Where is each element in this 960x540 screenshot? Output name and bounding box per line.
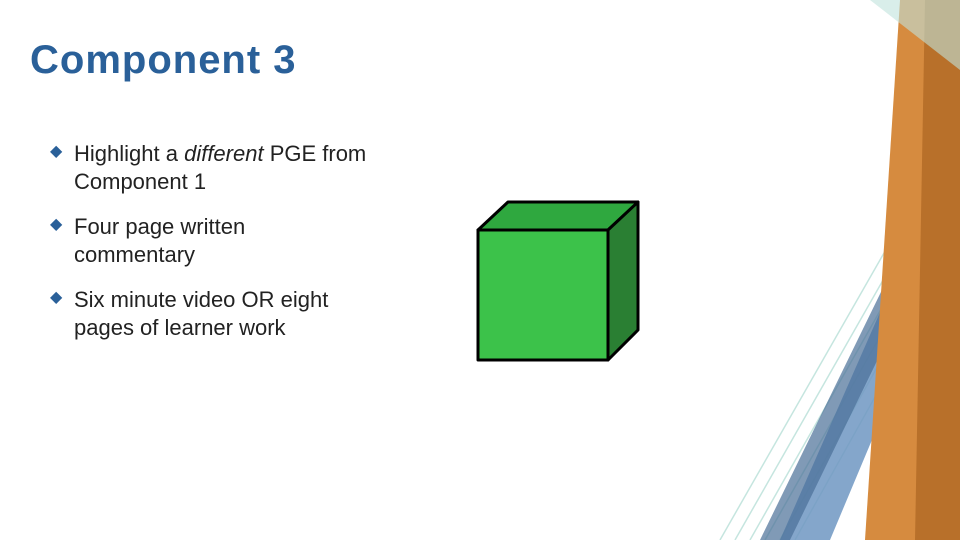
cube-icon xyxy=(438,190,658,390)
bullet-text: Four page written commentary xyxy=(74,214,245,267)
bullet-list: Highlight a different PGE from Component… xyxy=(52,140,372,359)
slide-title: Component 3 xyxy=(30,38,297,83)
list-item: Highlight a different PGE from Component… xyxy=(52,140,372,195)
decorative-corner xyxy=(660,0,960,540)
bullet-text-em: different xyxy=(184,141,264,166)
bullet-text: Six minute video OR eight pages of learn… xyxy=(74,287,328,340)
slide: Component 3 Highlight a different PGE fr… xyxy=(0,0,960,540)
list-item: Six minute video OR eight pages of learn… xyxy=(52,286,372,341)
list-item: Four page written commentary xyxy=(52,213,372,268)
bullet-text-pre: Highlight a xyxy=(74,141,184,166)
